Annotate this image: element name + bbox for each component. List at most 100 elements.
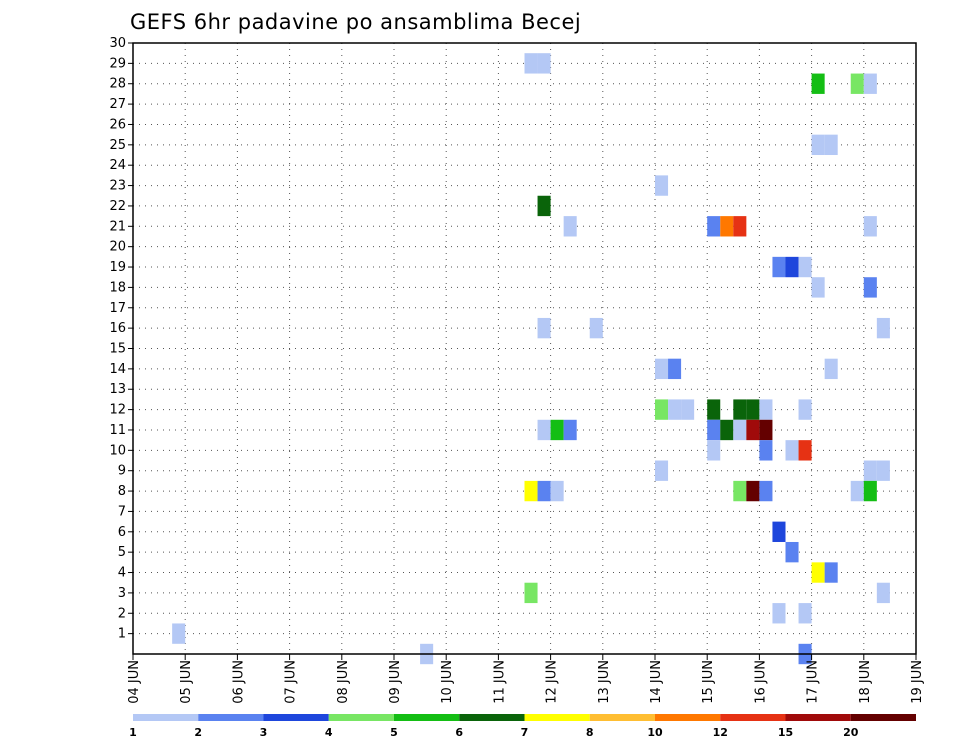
precip-cell [876, 582, 890, 604]
y-tick-label: 14 [109, 362, 126, 377]
y-tick-label: 10 [109, 443, 126, 458]
y-tick-label: 5 [118, 545, 126, 560]
precip-cell [707, 399, 721, 420]
precip-cell [733, 480, 747, 502]
chart-title: GEFS 6hr padavine po ansamblima Becej [130, 10, 581, 34]
x-tick-label: 04 JUN [127, 660, 142, 704]
x-tick-label: 15 JUN [701, 660, 716, 704]
legend-swatch [328, 714, 394, 721]
precip-cell [563, 419, 577, 441]
legend-swatch [459, 714, 525, 721]
precip-cell [876, 460, 890, 481]
legend-label: 7 [521, 726, 529, 739]
precip-cell [798, 399, 812, 420]
y-tick-label: 22 [109, 199, 126, 214]
precip-cell [550, 419, 564, 441]
legend-swatch [785, 714, 851, 721]
y-tick-label: 19 [109, 260, 126, 275]
precip-cell [798, 440, 812, 461]
precip-cell [824, 134, 838, 156]
precip-cell [863, 460, 877, 481]
precip-cell [720, 216, 734, 237]
precip-cell [720, 419, 734, 441]
precip-cell [811, 73, 825, 94]
legend: 1 2 3 4 5 6 7 8 10 12 15 20 [129, 714, 916, 739]
precip-cell [733, 216, 747, 237]
precip-cell [563, 216, 577, 237]
legend-swatch [198, 714, 264, 721]
precip-cell [524, 53, 538, 74]
y-tick-label: 20 [109, 240, 126, 255]
legend-label: 1 [129, 726, 137, 739]
precip-cell [746, 399, 760, 420]
precip-cell [707, 419, 721, 441]
precip-cell [759, 480, 773, 502]
legend-label: 10 [647, 726, 663, 739]
legend-swatch [133, 714, 199, 721]
precip-cell [824, 358, 838, 380]
precip-cell [707, 440, 721, 461]
precip-cell [589, 317, 603, 339]
x-axis: 04 JUN 05 JUN 06 JUN 07 JUN 08 JUN 09 JUN 10 J… [127, 654, 925, 704]
cells [172, 53, 890, 665]
x-tick-label: 09 JUN [388, 660, 403, 704]
x-tick-label: 19 JUN [910, 660, 925, 704]
legend-label: 15 [778, 726, 793, 739]
legend-swatch [589, 714, 655, 721]
precip-cell [524, 582, 538, 604]
y-tick-label: 21 [109, 219, 126, 234]
legend-swatch [655, 714, 721, 721]
precip-cell [798, 603, 812, 624]
x-tick-label: 18 JUN [858, 660, 873, 704]
precip-cell [772, 603, 786, 624]
legend-label: 12 [713, 726, 728, 739]
precip-cell [785, 541, 799, 563]
y-tick-label: 23 [109, 179, 126, 194]
precip-cell [759, 419, 773, 441]
y-tick-label: 25 [109, 138, 126, 153]
precip-cell [863, 277, 877, 298]
y-tick-label: 9 [118, 464, 126, 479]
legend-label: 4 [325, 726, 333, 739]
precip-cell [785, 256, 799, 278]
precip-cell [824, 562, 838, 583]
precip-cell [876, 317, 890, 339]
y-tick-label: 29 [109, 56, 126, 71]
precip-cell [759, 399, 773, 420]
precip-cell [811, 562, 825, 583]
x-tick-label: 17 JUN [806, 660, 821, 704]
x-tick-label: 16 JUN [753, 660, 768, 704]
precip-cell [707, 216, 721, 237]
precip-cell [811, 277, 825, 298]
x-tick-label: 08 JUN [336, 660, 351, 704]
precip-cell [798, 256, 812, 278]
y-tick-label: 27 [109, 97, 126, 112]
x-tick-label: 14 JUN [649, 660, 664, 704]
precip-cell [863, 73, 877, 94]
legend-swatch [524, 714, 590, 721]
precip-cell [863, 216, 877, 237]
x-tick-label: 05 JUN [179, 660, 194, 704]
precip-cell [733, 399, 747, 420]
precip-cell [811, 134, 825, 156]
precip-cell [524, 480, 538, 502]
precip-cell [172, 623, 186, 644]
y-tick-label: 26 [109, 117, 126, 132]
y-tick-label: 16 [109, 321, 126, 336]
legend-label: 3 [260, 726, 268, 739]
precip-cell [850, 73, 864, 94]
precip-cell [681, 399, 695, 420]
precip-cell [537, 480, 551, 502]
precip-cell [655, 460, 669, 481]
precip-cell [772, 521, 786, 542]
x-tick-label: 06 JUN [231, 660, 246, 704]
precip-cell [537, 317, 551, 339]
y-tick-label: 4 [118, 566, 126, 581]
precip-cell [655, 175, 669, 196]
precip-cell [733, 419, 747, 441]
precip-cell [850, 480, 864, 502]
legend-swatch [394, 714, 460, 721]
precip-cell [746, 480, 760, 502]
y-tick-label: 7 [118, 504, 126, 519]
